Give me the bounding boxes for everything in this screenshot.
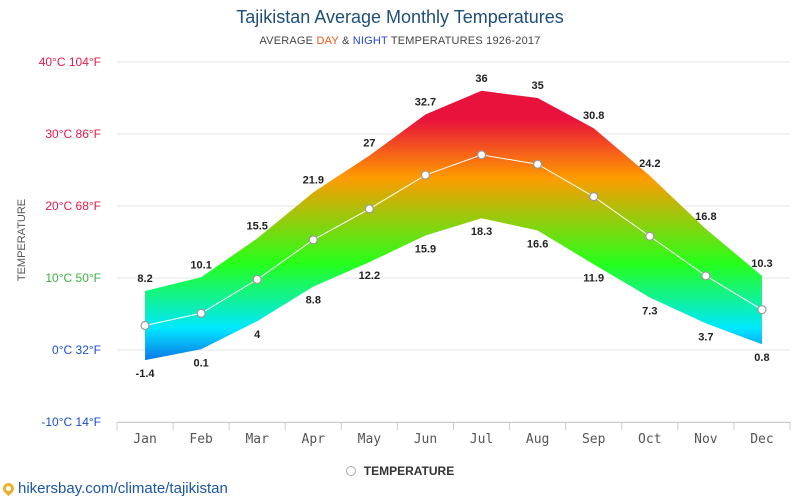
average-point [476,150,487,160]
day-value-label: 36 [475,73,487,85]
x-tick-label: Dec [750,432,773,447]
subtitle-prefix: AVERAGE [259,35,317,47]
legend-label: TEMPERATURE [363,464,455,478]
average-point [645,231,655,241]
average-point [420,170,431,180]
day-value-label: 32.7 [415,97,436,109]
average-point [364,204,374,214]
night-value-label: 18.3 [471,226,492,238]
y-tick-label: 20°C 68°F [45,199,101,213]
subtitle-amp: & [338,35,353,47]
x-tick-label: Mar [245,432,269,447]
location-pin-icon [0,480,17,497]
average-point [252,274,262,285]
night-value-label: 8.8 [306,295,321,307]
night-value-label: 3.7 [698,331,713,343]
day-value-label: 24.2 [639,158,660,170]
x-tick-label: Nov [694,432,718,447]
day-value-label: 30.8 [583,110,604,122]
chart-subtitle: AVERAGE DAY & NIGHT TEMPERATURES 1926-20… [0,35,800,47]
y-tick-label: 0°C 32°F [52,343,101,357]
average-point [589,192,599,202]
night-value-label: 4 [254,329,261,341]
night-value-label: 0.8 [754,352,769,364]
y-tick-label: 40°C 104°F [39,55,101,69]
day-value-label: 35 [532,80,544,92]
night-value-label: -1.4 [136,368,156,380]
subtitle-night: NIGHT [352,35,388,47]
x-tick-label: Apr [302,432,326,447]
average-point [308,235,318,245]
subtitle-day: DAY [316,35,339,47]
day-value-label: 21.9 [303,174,324,186]
day-value-label: 27 [363,138,375,150]
night-value-label: 7.3 [642,305,657,317]
x-tick-label: Feb [189,432,213,447]
x-tick-label: Jun [414,432,437,447]
night-value-label: 16.6 [527,238,548,250]
x-tick-label: Aug [526,432,549,447]
average-point [140,320,150,331]
source-link[interactable]: hikersbay.com/climate/tajikistan [0,480,228,497]
source-link-text: hikersbay.com/climate/tajikistan [18,480,228,497]
x-tick-label: Oct [638,432,661,447]
y-axis-title: TEMPERATURE [16,199,28,281]
average-point [533,159,543,169]
average-point [196,308,206,318]
average-point [701,271,711,281]
day-value-label: 16.8 [695,211,716,223]
y-tick-label: 30°C 86°F [45,127,101,141]
data-labels: 8.2 10.1 15.5 21.9 27 32.7 36 35 30.8 24.2 16.8 10.… [136,73,773,380]
x-tick-label: Jan [133,432,156,447]
average-temperature-points [140,150,767,331]
legend[interactable]: TEMPERATURE [0,464,800,478]
y-tick-label: -10°C 14°F [41,415,101,429]
y-axis: 40°C 104°F 30°C 86°F 20°C 68°F 10°C 50°F 0°C… [39,55,101,429]
x-axis: Jan Feb Mar Apr May Jun Jul Aug Sep Oct Nov Dec [116,422,791,447]
day-value-label: 15.5 [246,220,267,232]
day-night-band [145,90,762,361]
day-value-label: 10.3 [751,258,772,270]
average-temperature-line [144,154,763,327]
x-tick-label: Jul [470,432,493,447]
x-tick-label: May [358,432,382,447]
night-value-label: 0.1 [193,357,208,369]
day-value-label: 8.2 [137,273,152,285]
night-value-label: 15.9 [415,244,436,256]
legend-marker-icon [345,466,356,476]
night-value-label: 12.2 [359,270,380,282]
chart-title: Tajikistan Average Monthly Temperatures [236,7,564,27]
y-tick-label: 10°C 50°F [45,271,101,285]
day-value-label: 10.1 [190,259,211,271]
night-value-label: 11.9 [583,272,604,284]
x-tick-label: Sep [582,432,606,447]
subtitle-suffix: TEMPERATURES 1926-2017 [387,35,541,47]
average-point [757,305,767,315]
